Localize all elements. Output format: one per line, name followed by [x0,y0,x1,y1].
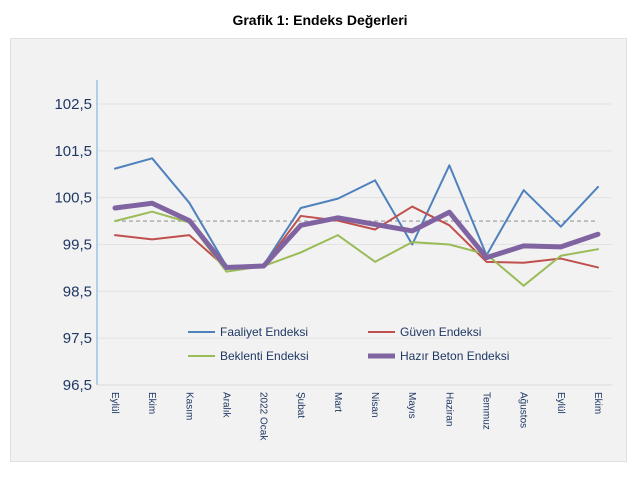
x-tick-label: Nisan [369,392,380,418]
x-tick-label: Aralık [220,392,231,419]
x-tick-label: Mart [332,392,343,412]
x-tick-label: 2022 Ocak [258,392,269,441]
x-tick-label: Kasım [183,392,194,420]
series-line-0 [114,157,599,268]
x-tick-label: Şubat [295,392,306,418]
legend-label: Faaliyet Endeksi [220,325,308,339]
y-tick-label: 96,5 [63,377,92,394]
series-line-1 [114,205,599,269]
x-tick-label: Haziran [443,392,454,426]
y-tick-label: 99,5 [63,237,92,254]
x-tick-label: Ağustos [518,392,529,428]
x-tick-label: Mayıs [406,392,417,419]
x-tick-label: Ekim [592,392,603,414]
chart-area [10,38,627,462]
legend-label: Beklenti Endeksi [220,349,309,363]
y-tick-label: 98,5 [63,283,92,300]
legend-label: Hazır Beton Endeksi [400,349,509,363]
series-line-3 [112,200,601,270]
y-tick-label: 100,5 [54,190,92,207]
legend-label: Güven Endeksi [400,325,481,339]
y-tick-label: 101,5 [54,143,92,160]
x-tick-label: Eylül [109,392,120,414]
y-tick-label: 102,5 [54,96,92,113]
chart-title: Grafik 1: Endeks Değerleri [232,12,408,28]
x-tick-label: Temmuz [481,392,492,430]
x-tick-label: Eylül [555,392,566,414]
y-tick-label: 97,5 [63,330,92,347]
x-tick-label: Ekim [146,392,157,414]
